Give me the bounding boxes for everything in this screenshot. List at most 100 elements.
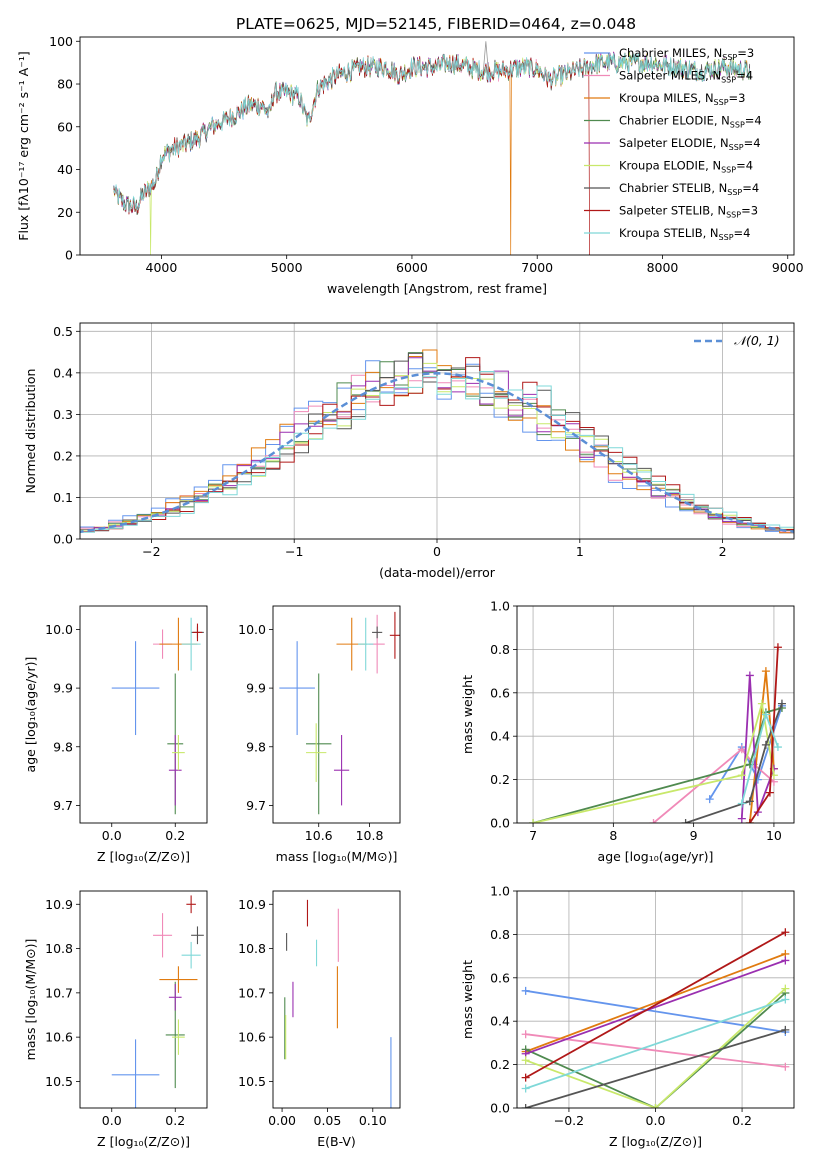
errorbar-point [111, 641, 160, 736]
y-tick-label: 1.0 [490, 884, 510, 899]
errorbar-point [181, 941, 201, 969]
mass-weight-marker [781, 1062, 790, 1071]
y-tick-label: 0.1 [53, 490, 73, 505]
y-tick-label: 0.8 [490, 642, 510, 657]
spectrum-series-2 [113, 52, 751, 255]
y-axis-label: age [log₁₀(age/yr)] [23, 657, 38, 773]
y-tick-label: 10.9 [45, 897, 73, 912]
errorbar-point [191, 926, 204, 945]
y-axis-label: mass [log₁₀(M/M⊙)] [23, 939, 38, 1061]
mass-weight-marker [781, 984, 790, 993]
mass-weight-series-4 [740, 675, 775, 819]
x-axis-label: mass [log₁₀(M/M⊙)] [276, 849, 398, 864]
y-tick-label: 9.9 [53, 681, 73, 696]
mass-weight-series-0 [525, 989, 786, 1033]
age-vs-Z-panel: 0.0 0.2 9.7 9.8 9.9 10.0 Z [log₁₀(Z/Z⊙)] age [l… [23, 605, 208, 864]
legend-entry: Salpeter ELODIE, NSSP=4 [619, 136, 761, 152]
errorbar-point [172, 735, 185, 771]
y-tick-label: 0.4 [490, 729, 510, 744]
mass-weight-marker [521, 1084, 530, 1093]
x-tick-label: −2 [142, 544, 160, 559]
x-tick-label: 0 [433, 544, 441, 559]
axes-frame [272, 890, 401, 1109]
y-axis-label: Normed distribution [23, 369, 38, 494]
y-tick-label: 10.6 [238, 1030, 266, 1045]
y-tick-label: 9.9 [246, 681, 266, 696]
mass-weight-marker [737, 799, 746, 808]
y-axis-label: mass weight [460, 960, 475, 1039]
spectrum-panel: 4000 5000 6000 7000 8000 9000 0 20 40 60 80 100 wave… [16, 34, 804, 296]
x-tick-label: 8 [609, 828, 617, 843]
x-tick-label: 8000 [647, 260, 679, 275]
y-tick-label: 0.6 [490, 970, 510, 985]
mass-weight-marker [737, 745, 746, 754]
legend-entry: Chabrier STELIB, NSSP=4 [619, 181, 759, 197]
chart-panels: 4000 5000 6000 7000 8000 9000020406080100wave… [16, 34, 804, 1149]
y-tick-label: 10.5 [238, 1074, 266, 1089]
mass-weight-series-5 [525, 987, 786, 1108]
y-tick-label: 0.8 [490, 927, 510, 942]
x-axis-label: E(B-V) [317, 1134, 356, 1149]
y-tick-label: 0.2 [490, 1057, 510, 1072]
errorbar-point [168, 735, 182, 806]
y-tick-label: 20 [57, 205, 73, 220]
x-tick-label: −1 [285, 544, 303, 559]
x-axis-label: age [log₁₀(age/yr)] [598, 849, 714, 864]
errorbar-point [172, 1019, 185, 1055]
axes-frame [79, 36, 795, 256]
y-tick-label: 0.0 [490, 816, 510, 831]
x-tick-label: 7 [529, 828, 537, 843]
legend-entry: 𝒩(0, 1) [734, 333, 780, 348]
mass-weight-marker [521, 1104, 530, 1108]
y-tick-label: 0.0 [490, 1101, 510, 1116]
y-tick-label: 10.0 [45, 622, 73, 637]
x-tick-label: 6000 [396, 260, 428, 275]
mass-weight-marker [777, 699, 786, 708]
legend-entry: Chabrier MILES, NSSP=3 [619, 46, 754, 62]
axes-frame [272, 605, 401, 824]
mass-weight-marker [781, 1025, 790, 1034]
errorbar-point [159, 966, 198, 993]
mass-weight-marker [761, 740, 770, 749]
spectrum-spike [482, 41, 489, 72]
legend-entry: Kroupa STELIB, NSSP=4 [619, 226, 750, 242]
mass-weight-marker [521, 1073, 530, 1082]
mass-weight-marker [737, 814, 746, 823]
x-tick-label: 7000 [521, 260, 553, 275]
errorbar-point [279, 641, 315, 736]
mass-weight-marker [521, 1030, 530, 1039]
mass-weight-marker [781, 928, 790, 937]
y-tick-label: 10.7 [45, 985, 73, 1000]
x-axis-label: (data-model)/error [379, 565, 496, 580]
mass-weight-marker [757, 699, 766, 708]
mass-vs-Z-panel: 0.0 0.2 10.5 10.6 10.7 10.8 10.9 Z [log₁₀(Z/Z⊙)… [23, 890, 208, 1149]
x-axis-label: wavelength [Angstrom, rest frame] [327, 281, 547, 296]
x-tick-label: 0.2 [165, 1113, 185, 1128]
x-tick-label: 0.2 [732, 1113, 752, 1128]
x-tick-label: −0.2 [554, 1113, 584, 1128]
y-tick-label: 10.7 [238, 985, 266, 1000]
mass-weight-marker [521, 1056, 530, 1065]
y-tick-label: 10.8 [238, 941, 266, 956]
x-tick-label: 9 [690, 828, 698, 843]
mass-weight-series-6 [525, 1029, 786, 1108]
mass-weight-series-2 [525, 953, 786, 1053]
y-tick-label: 9.8 [53, 739, 73, 754]
errorbar-point [358, 617, 374, 671]
legend-entry: Kroupa MILES, NSSP=3 [619, 91, 745, 107]
errorbar-point [306, 723, 327, 782]
spectrum-series-7 [113, 55, 590, 255]
x-tick-label: 4000 [146, 260, 178, 275]
x-tick-label: 10.8 [356, 828, 384, 843]
axes-frame [79, 605, 208, 824]
x-axis-label: Z [log₁₀(Z/Z⊙)] [97, 849, 190, 864]
y-tick-label: 0.4 [490, 1014, 510, 1029]
x-tick-label: 0.00 [268, 1113, 296, 1128]
y-tick-label: 0.4 [53, 365, 73, 380]
y-tick-label: 0.6 [490, 685, 510, 700]
mass-weight-vs-Z-panel: −0.2 0.0 0.2 0.0 0.2 0.4 0.6 0.8 1.0 Z [log₁₀(Z/Z… [460, 884, 795, 1149]
mass-weight-marker [745, 797, 754, 806]
figure-title: PLATE=0625, MJD=52145, FIBERID=0464, z=0… [236, 15, 636, 33]
x-axis-label: Z [log₁₀(Z/Z⊙)] [97, 1134, 190, 1149]
